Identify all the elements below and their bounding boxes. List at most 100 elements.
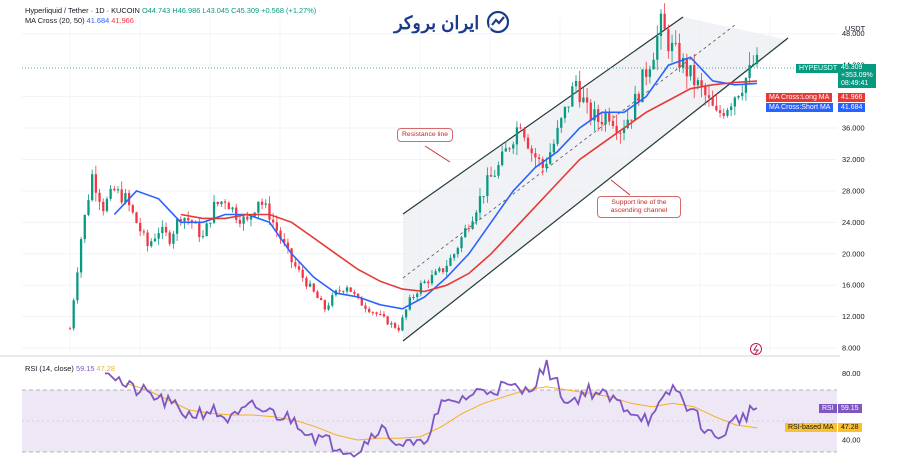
candle <box>578 70 581 108</box>
candle <box>452 253 456 261</box>
candle <box>286 238 290 254</box>
candle <box>667 24 670 59</box>
short-ma-tag: MA Cross:Short MA <box>766 103 834 112</box>
ma-row: MA Cross (20, 50) 41.684 41.966 <box>25 16 316 26</box>
y-tick-label: 36.000 <box>842 124 865 133</box>
candle <box>412 294 415 300</box>
candle <box>552 139 555 155</box>
candle <box>305 275 308 290</box>
candle <box>685 53 688 89</box>
ma-long-line <box>180 80 758 293</box>
candle <box>386 315 389 325</box>
long-ma-value-tag: 41.966 <box>838 93 866 102</box>
candle <box>209 222 212 228</box>
candle <box>102 198 105 216</box>
candle <box>231 206 234 213</box>
lightning-icon[interactable] <box>750 343 762 355</box>
y-tick-label: 20.000 <box>842 249 865 258</box>
price-tag-pct: +353.09% <box>841 72 873 79</box>
candle <box>700 73 703 98</box>
support-callout-pointer <box>610 179 631 196</box>
candle <box>556 120 559 147</box>
candle <box>83 214 86 243</box>
candle <box>637 91 640 106</box>
candle <box>489 166 493 177</box>
candle <box>645 61 648 86</box>
candle <box>752 55 755 67</box>
candle <box>175 217 179 242</box>
rsi-tick-label: 40.00 <box>842 436 861 445</box>
candle <box>630 119 633 129</box>
candle <box>652 52 655 70</box>
candle <box>659 9 663 50</box>
rsi-title[interactable]: RSI (14, close) <box>25 364 74 373</box>
candle <box>508 146 511 152</box>
change-value: +0.568 (+1.27%) <box>261 6 317 15</box>
candle <box>135 211 138 224</box>
candle <box>105 196 109 213</box>
candle <box>327 302 330 311</box>
candle <box>404 308 408 321</box>
rsi-ma-value-tag: 47.28 <box>838 423 862 432</box>
candle <box>515 121 519 156</box>
candle <box>212 194 216 224</box>
candle <box>497 161 500 179</box>
candle <box>198 217 201 243</box>
candle <box>301 264 304 282</box>
candle <box>744 76 748 101</box>
candle <box>379 310 382 316</box>
short-ma-value-tag: 41.684 <box>838 103 866 112</box>
candle <box>526 134 530 150</box>
candle <box>260 198 264 210</box>
high-value: H46.986 <box>172 6 201 15</box>
candle <box>541 156 544 176</box>
candle <box>345 285 349 294</box>
candle <box>323 299 326 313</box>
resistance-callout: Resistance line <box>397 128 454 142</box>
candle <box>501 145 504 167</box>
chart-legend: Hyperliquid / Tether · 1D · KUCOIN O44.7… <box>25 6 316 26</box>
candle <box>622 119 626 141</box>
candle <box>571 82 574 107</box>
candle <box>150 238 153 248</box>
resistance-line <box>402 16 684 215</box>
candle <box>678 33 681 73</box>
candle <box>205 222 208 237</box>
y-tick-label: 12.000 <box>842 312 865 321</box>
candle <box>342 290 345 294</box>
candle <box>401 314 404 332</box>
candle <box>308 280 312 288</box>
candle <box>438 266 441 273</box>
candle <box>371 311 375 316</box>
candle <box>467 224 471 233</box>
candle <box>131 204 134 215</box>
logo-chart-icon <box>486 10 510 34</box>
candle <box>441 268 445 275</box>
candle <box>142 229 146 236</box>
candle <box>338 286 341 294</box>
candle <box>711 90 714 107</box>
candle <box>563 106 567 123</box>
rsi-line <box>104 359 758 458</box>
candle <box>619 130 622 144</box>
candle <box>246 211 249 222</box>
candle <box>663 3 666 30</box>
symbol-title[interactable]: Hyperliquid / Tether · 1D · KUCOIN <box>25 6 140 15</box>
candle <box>593 101 596 131</box>
candle <box>349 287 352 293</box>
candle <box>633 85 637 121</box>
candle <box>523 126 526 142</box>
candle <box>227 201 230 210</box>
candle <box>168 230 171 247</box>
ma-cross-label[interactable]: MA Cross (20, 50) <box>25 16 85 25</box>
candle <box>393 321 397 329</box>
candle <box>730 103 733 117</box>
candle <box>397 324 400 333</box>
support-callout: Support line of the ascending channel <box>597 196 681 218</box>
candle <box>737 95 740 100</box>
candle <box>460 235 463 253</box>
candle <box>290 247 293 269</box>
candle <box>220 201 223 208</box>
long-ma-tag: MA Cross:Long MA <box>766 93 833 102</box>
